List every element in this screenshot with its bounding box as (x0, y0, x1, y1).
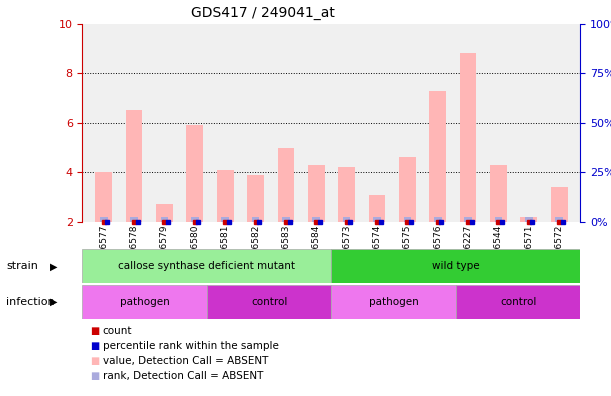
Text: GDS417 / 249041_at: GDS417 / 249041_at (191, 6, 335, 20)
Text: infection: infection (6, 297, 55, 307)
Text: percentile rank within the sample: percentile rank within the sample (103, 341, 279, 351)
Bar (312, 217, 320, 222)
Bar (373, 217, 381, 222)
Text: pathogen: pathogen (369, 297, 419, 307)
Text: control: control (251, 297, 287, 307)
Bar (331, 249, 580, 283)
Bar (191, 217, 199, 222)
Text: control: control (500, 297, 536, 307)
Bar (95, 172, 112, 222)
Bar (459, 53, 477, 222)
Bar (495, 217, 502, 222)
Bar (252, 217, 259, 222)
Bar (126, 110, 142, 222)
Bar (100, 217, 108, 222)
Bar (308, 165, 324, 222)
Bar (464, 217, 472, 222)
Text: count: count (103, 326, 132, 336)
Bar (368, 194, 386, 222)
Bar (282, 217, 290, 222)
Text: ▶: ▶ (50, 297, 57, 307)
Text: ■: ■ (90, 341, 100, 351)
Bar (277, 147, 295, 222)
Text: value, Detection Call = ABSENT: value, Detection Call = ABSENT (103, 356, 268, 366)
Bar (82, 285, 207, 319)
Text: ■: ■ (90, 326, 100, 336)
Text: ■: ■ (90, 356, 100, 366)
Text: wild type: wild type (432, 261, 480, 271)
Bar (555, 217, 563, 222)
Bar (430, 91, 446, 222)
Text: pathogen: pathogen (120, 297, 170, 307)
Bar (186, 125, 203, 222)
Bar (221, 217, 229, 222)
Text: ▶: ▶ (50, 261, 57, 271)
Bar (490, 165, 507, 222)
Bar (551, 187, 568, 222)
Text: ■: ■ (90, 371, 100, 381)
Bar (525, 217, 533, 222)
Bar (521, 217, 537, 222)
Text: callose synthase deficient mutant: callose synthase deficient mutant (119, 261, 296, 271)
Bar (207, 285, 331, 319)
Bar (338, 167, 355, 222)
Bar (434, 217, 442, 222)
Bar (343, 217, 351, 222)
Bar (404, 217, 411, 222)
Bar (399, 157, 415, 222)
Bar (130, 217, 138, 222)
Bar (247, 175, 264, 222)
Bar (456, 285, 580, 319)
Text: strain: strain (6, 261, 38, 271)
Bar (156, 204, 173, 222)
Bar (82, 249, 331, 283)
Bar (217, 170, 233, 222)
Bar (331, 285, 456, 319)
Text: rank, Detection Call = ABSENT: rank, Detection Call = ABSENT (103, 371, 263, 381)
Bar (161, 217, 168, 222)
